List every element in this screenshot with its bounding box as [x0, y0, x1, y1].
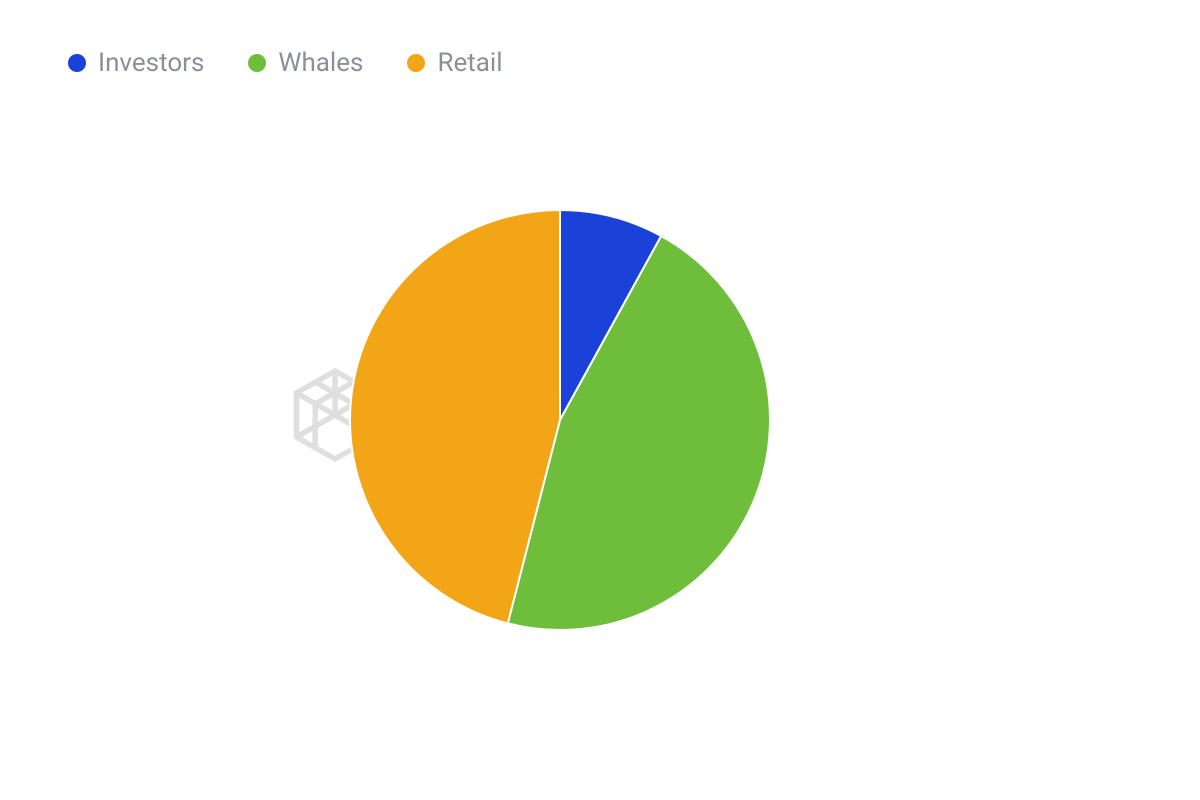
legend-item-whales[interactable]: Whales — [248, 48, 363, 78]
legend-label: Retail — [437, 48, 502, 78]
legend-dot — [407, 54, 425, 72]
legend: Investors Whales Retail — [68, 48, 503, 78]
pie-chart — [340, 200, 780, 640]
legend-dot — [68, 54, 86, 72]
pie-svg — [340, 200, 780, 640]
legend-label: Investors — [98, 48, 204, 78]
legend-label: Whales — [278, 48, 363, 78]
legend-item-investors[interactable]: Investors — [68, 48, 204, 78]
legend-item-retail[interactable]: Retail — [407, 48, 502, 78]
legend-dot — [248, 54, 266, 72]
